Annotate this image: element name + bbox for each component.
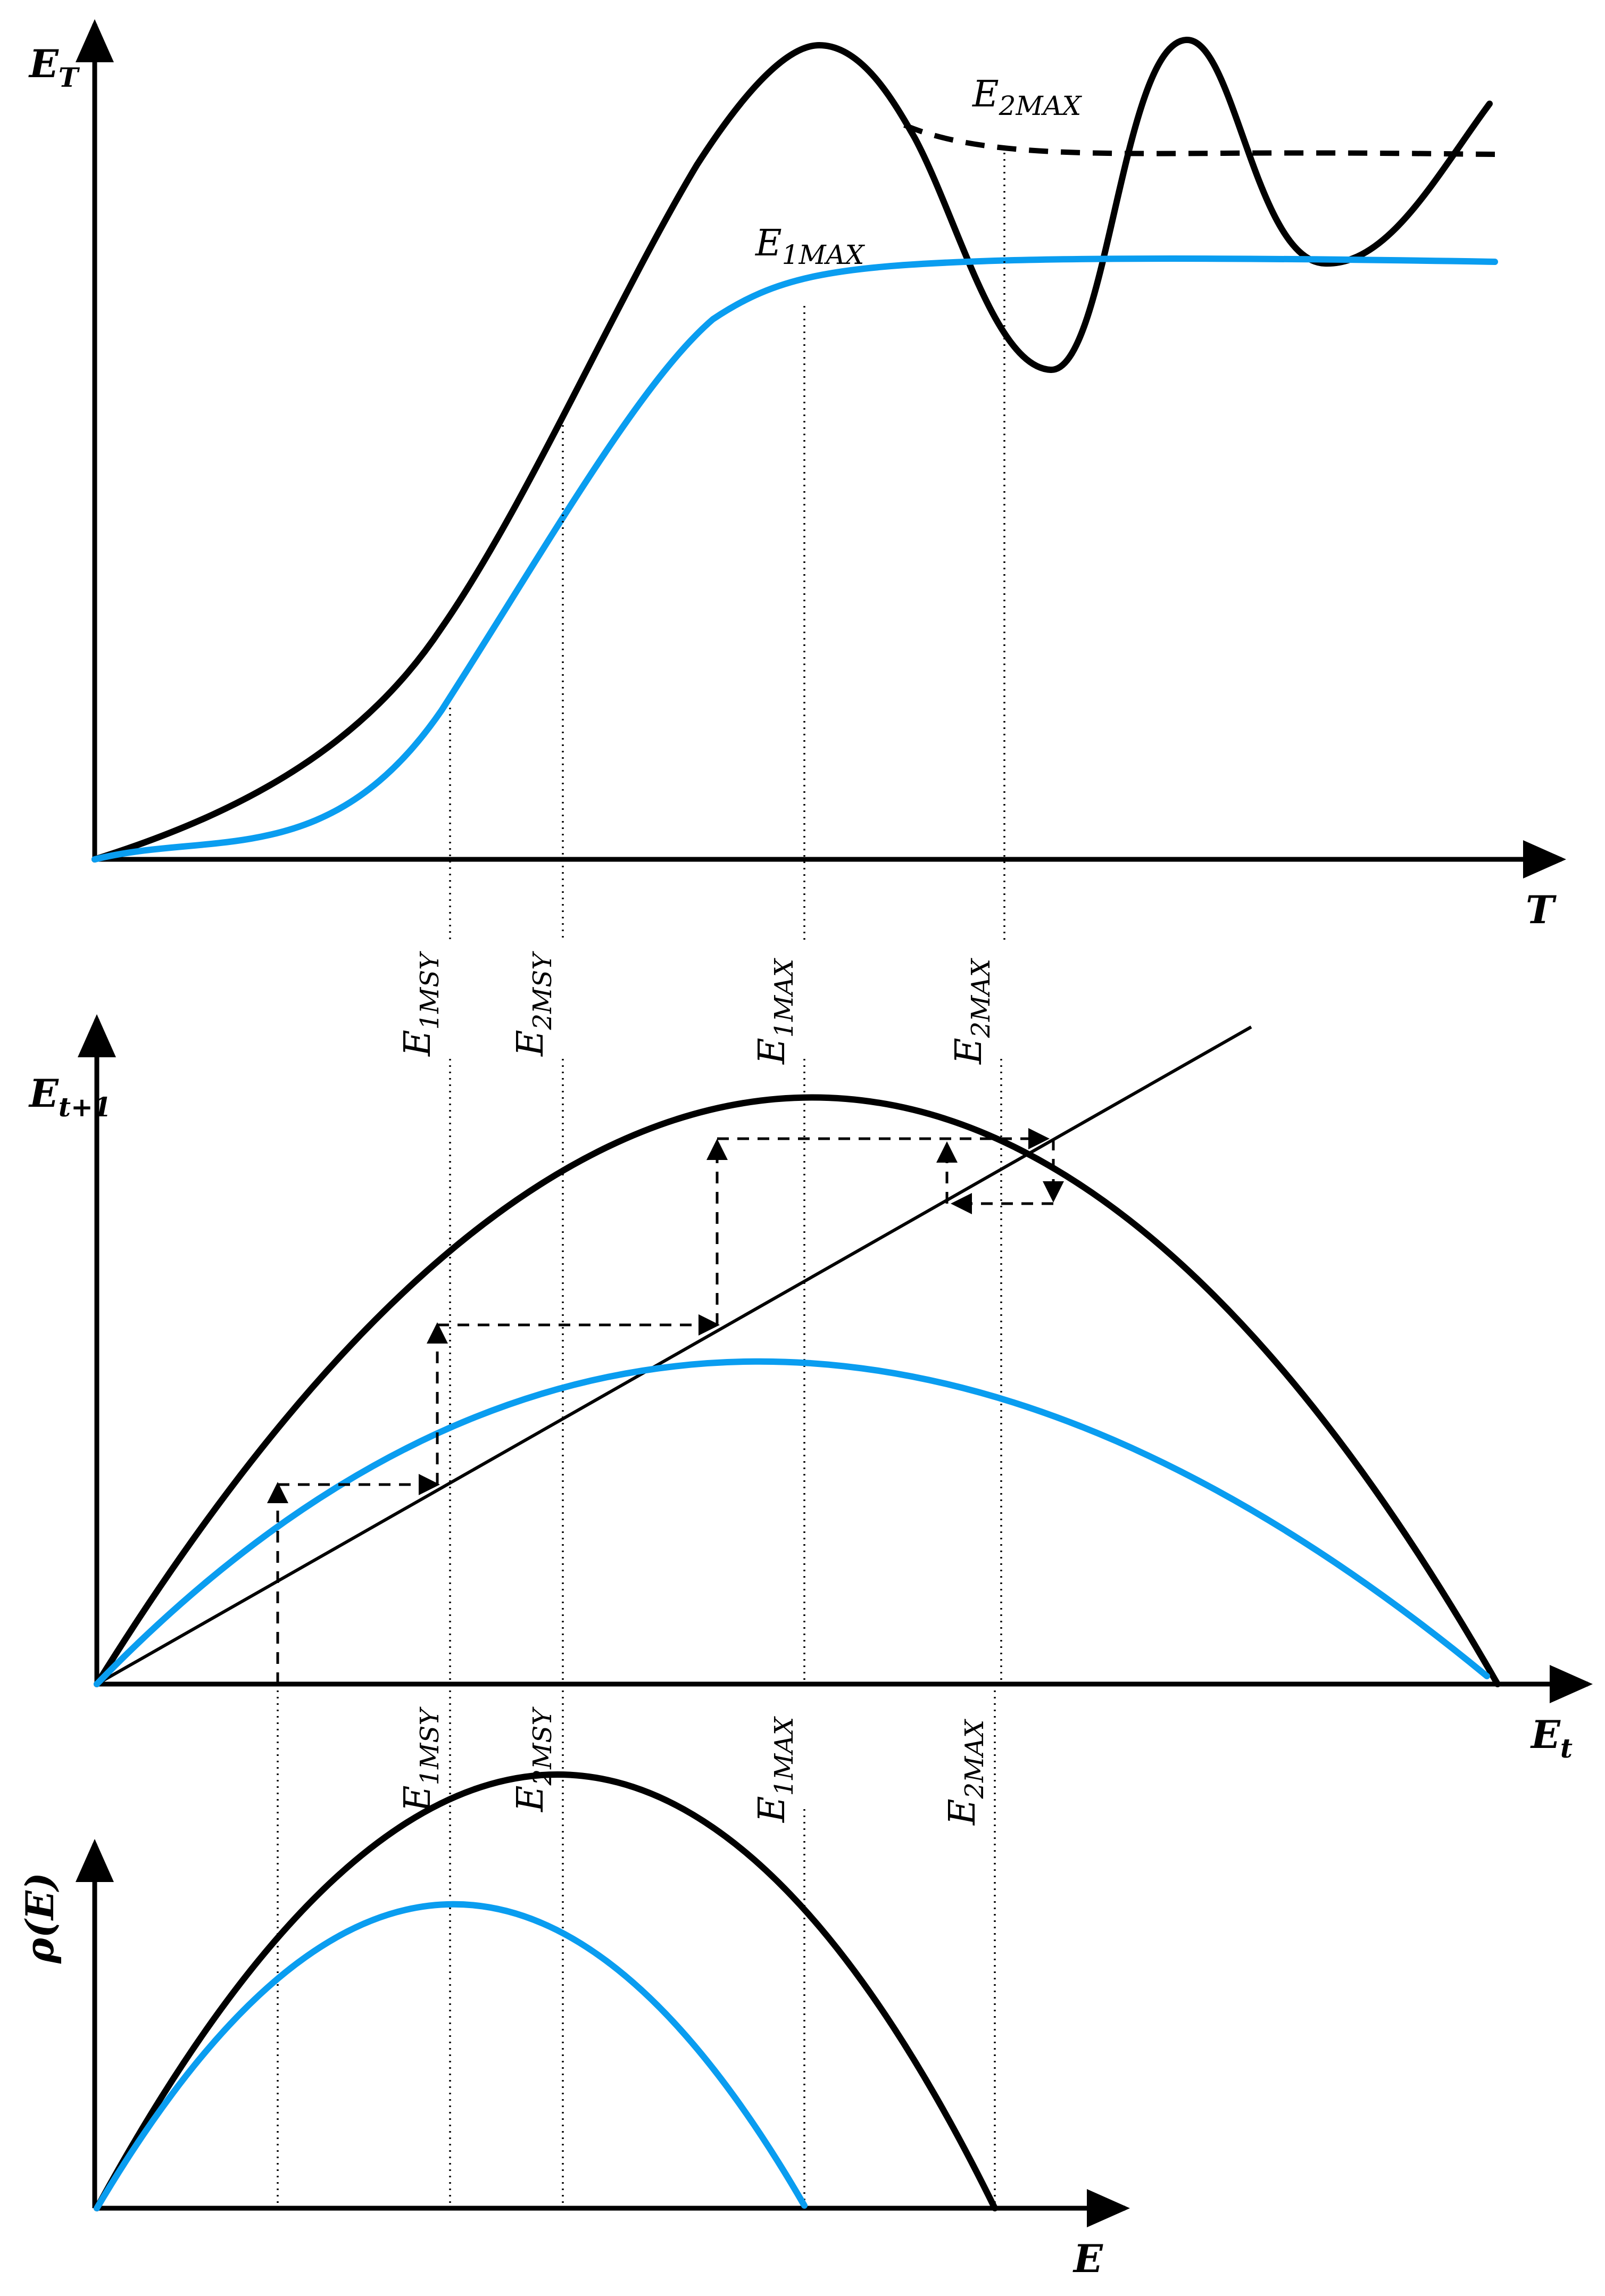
middle-black-map-curve <box>94 1094 1501 1687</box>
label-e1msy-above: E1MSY <box>397 951 445 1057</box>
bottom-x-axis-label: E <box>1072 2236 1103 2281</box>
middle-panel: Et+1 Et E1MSY E2MSY E1MAX E2MAX E1MSY E2… <box>28 951 1593 1826</box>
bottom-blue-yield-curve <box>94 1901 808 2211</box>
label-e2max-above: E2MAX <box>948 958 996 1065</box>
label-e1msy-below: E1MSY <box>397 1706 445 1813</box>
top-black-oscillating-curve <box>92 36 1493 863</box>
top-y-axis-label: ET <box>28 41 80 93</box>
top-blue-curve <box>92 255 1498 863</box>
label-e2msy-above: E2MSY <box>510 951 558 1057</box>
middle-blue-map-curve <box>94 1358 1490 1687</box>
identity-line <box>96 1025 1252 1686</box>
top-dashed-curve <box>903 122 1495 157</box>
bottom-black-yield-curve <box>94 1771 998 2211</box>
label-e2max-below: E2MAX <box>942 1719 989 1826</box>
top-panel: ET T E2MAX E1MAX <box>28 19 1566 932</box>
label-e2msy-below: E2MSY <box>510 1706 558 1813</box>
middle-x-axis-label: Et <box>1530 1712 1573 1764</box>
top-x-axis-label: T <box>1526 887 1557 932</box>
cobweb-path <box>267 1128 1064 1684</box>
label-e1max-top: E1MAX <box>754 222 866 270</box>
label-e1max-above: E1MAX <box>751 958 799 1065</box>
label-e1max-below: E1MAX <box>751 1716 799 1823</box>
label-e2max-top: E2MAX <box>971 73 1083 121</box>
middle-y-axis-label: Et+1 <box>28 1071 112 1123</box>
vertical-guides <box>277 146 1005 2208</box>
bottom-panel: ρ(E) E <box>17 1771 1130 2281</box>
bottom-y-axis-label: ρ(E) <box>17 1872 62 1964</box>
